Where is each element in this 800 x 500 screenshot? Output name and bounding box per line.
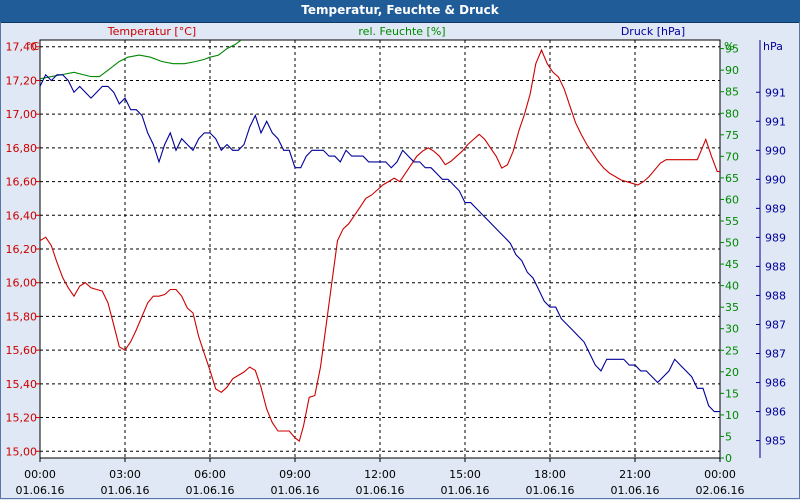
humidity-tick-label: 35 <box>725 301 739 314</box>
temperature-tick-label: 16,60 <box>6 176 38 189</box>
temperature-tick-label: 17,00 <box>6 108 38 121</box>
temperature-axis: 15,00 15,20 15,40 15,60 15,80 16,00 16,20 16,40… <box>6 41 40 458</box>
temperature-tick-label: 15,40 <box>6 378 38 391</box>
pressure-unit: hPa <box>763 40 783 53</box>
temperature-unit: °C <box>26 40 40 53</box>
pressure-tick-label: 988 <box>765 289 786 302</box>
x-tick-date: 01.06.16 <box>101 484 150 497</box>
humidity-tick-label: 65 <box>725 172 739 185</box>
pressure-tick-label: 991 <box>765 86 786 99</box>
series-lines <box>40 40 720 443</box>
x-tick-time: 06:00 <box>194 468 226 481</box>
humidity-tick-label: 60 <box>725 193 739 206</box>
humidity-tick-label: 55 <box>725 215 739 228</box>
temperature-axis-label: Temperatur [°C] <box>107 25 196 38</box>
pressure-axis-label: Druck [hPa] <box>621 25 685 38</box>
humidity-tick-label: 90 <box>725 64 739 77</box>
temperature-tick-label: 15,20 <box>6 412 38 425</box>
humidity-tick-label: 75 <box>725 129 739 142</box>
humidity-tick-label: 95 <box>725 43 739 56</box>
pressure-tick-label: 988 <box>765 260 786 273</box>
temperature-tick-label: 16,40 <box>6 209 38 222</box>
pressure-line <box>40 73 720 413</box>
x-tick-time: 00:00 <box>704 468 736 481</box>
humidity-unit: % <box>724 40 734 53</box>
temperature-tick-label: 17,20 <box>6 74 38 87</box>
x-tick-date: 01.06.16 <box>186 484 235 497</box>
pressure-tick-label: 990 <box>765 144 786 157</box>
temperature-tick-label: 17,40 <box>6 41 38 54</box>
humidity-tick-label: 0 <box>725 452 732 465</box>
time-axis: 00:00 01.06.16 03:00 01.06.16 06:00 01.06.16 0… <box>16 458 745 497</box>
x-tick-date: 01.06.16 <box>611 484 660 497</box>
humidity-tick-label: 40 <box>725 280 739 293</box>
temperature-tick-label: 15,00 <box>6 445 38 458</box>
pressure-tick-label: 990 <box>765 173 786 186</box>
temperature-tick-label: 16,80 <box>6 142 38 155</box>
x-tick-time: 00:00 <box>24 468 56 481</box>
pressure-tick-label: 987 <box>765 348 786 361</box>
humidity-tick-label: 5 <box>725 430 732 443</box>
humidity-tick-label: 70 <box>725 150 739 163</box>
x-tick-date: 01.06.16 <box>441 484 490 497</box>
humidity-tick-label: 25 <box>725 344 739 357</box>
grid <box>40 40 720 458</box>
x-tick-date: 02.06.16 <box>696 484 745 497</box>
pressure-tick-label: 989 <box>765 202 786 215</box>
x-tick-time: 15:00 <box>449 468 481 481</box>
temperature-tick-label: 15,80 <box>6 310 38 323</box>
x-tick-date: 01.06.16 <box>16 484 65 497</box>
pressure-tick-label: 985 <box>765 435 786 448</box>
humidity-axis: 0 5 10 15 20 25 30 35 40 45 50 55 60 65 70 75 80 85 90 95 <box>720 43 739 465</box>
humidity-tick-label: 80 <box>725 107 739 120</box>
humidity-axis-label: rel. Feuchte [%] <box>358 25 445 38</box>
x-tick-time: 12:00 <box>364 468 396 481</box>
x-tick-time: 09:00 <box>279 468 311 481</box>
humidity-tick-label: 85 <box>725 86 739 99</box>
pressure-tick-label: 991 <box>765 115 786 128</box>
humidity-line <box>40 40 242 80</box>
humidity-tick-label: 45 <box>725 258 739 271</box>
pressure-axis: 985 986 986 987 987 988 988 989 989 990 990 991 991 <box>756 40 786 458</box>
x-tick-date: 01.06.16 <box>356 484 405 497</box>
humidity-tick-label: 15 <box>725 387 739 400</box>
humidity-tick-label: 10 <box>725 409 739 422</box>
x-tick-date: 01.06.16 <box>526 484 575 497</box>
pressure-tick-label: 986 <box>765 406 786 419</box>
temperature-tick-label: 16,00 <box>6 277 38 290</box>
x-tick-date: 01.06.16 <box>271 484 320 497</box>
temperature-tick-label: 16,20 <box>6 243 38 256</box>
pressure-tick-label: 987 <box>765 318 786 331</box>
x-tick-time: 03:00 <box>109 468 141 481</box>
pressure-tick-label: 986 <box>765 377 786 390</box>
pressure-tick-label: 989 <box>765 231 786 244</box>
humidity-tick-label: 20 <box>725 366 739 379</box>
x-tick-time: 18:00 <box>534 468 566 481</box>
x-tick-time: 21:00 <box>619 468 651 481</box>
humidity-tick-label: 50 <box>725 237 739 250</box>
title-bar: Temperatur, Feuchte & Druck <box>0 0 800 23</box>
humidity-tick-label: 30 <box>725 323 739 336</box>
temperature-line <box>40 48 720 443</box>
temperature-tick-label: 15,60 <box>6 344 38 357</box>
window-title: Temperatur, Feuchte & Druck <box>301 3 499 17</box>
